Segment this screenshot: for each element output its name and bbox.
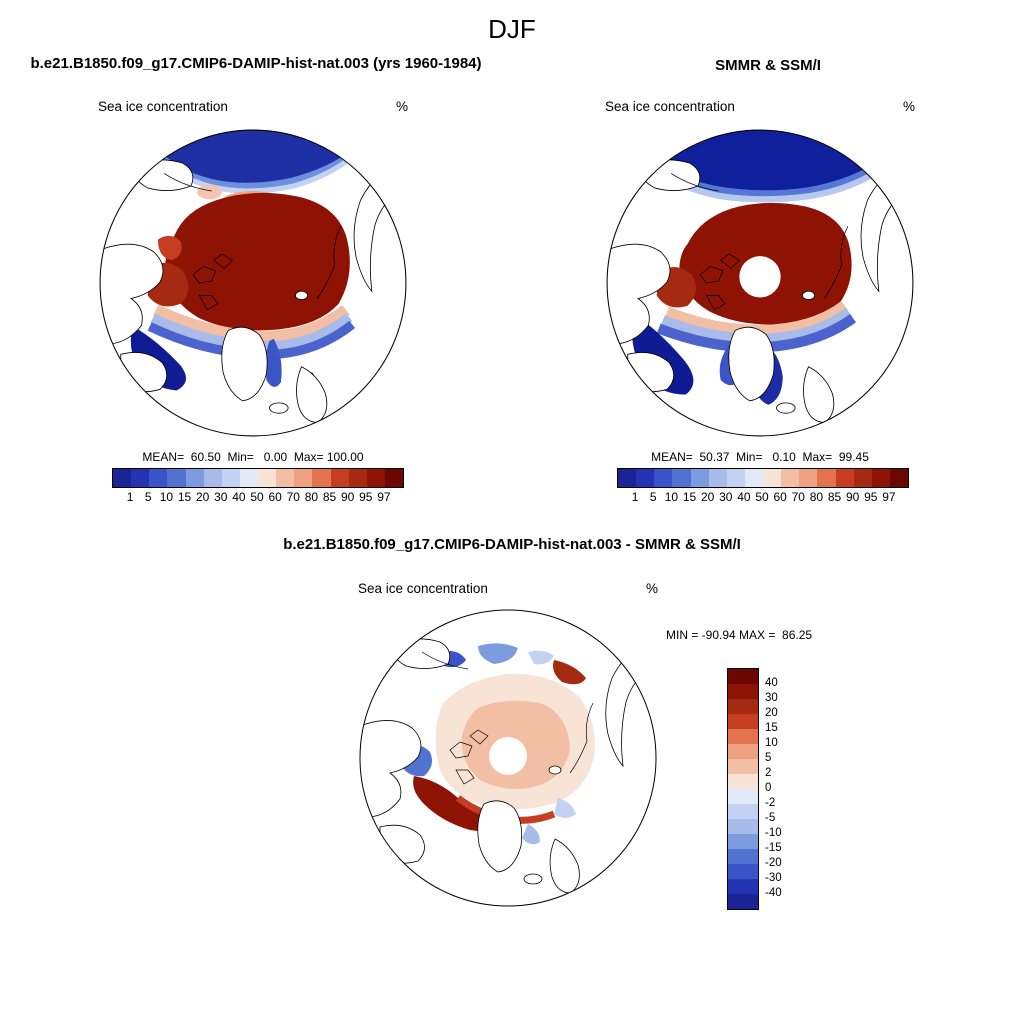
obs-map	[605, 128, 915, 438]
obs-panel-title: SMMR & SSM/I	[715, 57, 821, 74]
diff-colorbar	[727, 668, 759, 910]
model-units-label: %	[395, 99, 408, 114]
obs-field-label: Sea ice concentration	[605, 99, 735, 114]
model-colorbar	[112, 468, 404, 488]
diff-map	[358, 608, 658, 908]
model-field-label: Sea ice concentration	[98, 99, 228, 114]
pole-hole	[489, 737, 527, 775]
figure-title: DJF	[488, 14, 536, 44]
diff-field-label: Sea ice concentration	[358, 581, 488, 596]
model-map-svg	[99, 129, 407, 437]
obs-colorbar-ticks: 1 5 10 15 20 30 40 50 60 70 80 85 90 95 97	[631, 490, 896, 504]
obs-field-row: Sea ice concentration %	[605, 99, 915, 114]
diff-field-row: Sea ice concentration %	[358, 581, 658, 596]
obs-stats: MEAN= 50.37 Min= 0.10 Max= 99.45	[651, 450, 869, 464]
diff-colorbar-ticks: 40 30 20 15 10 5 2 0 -2 -5 -10 -15 -20 -30 -40	[765, 677, 782, 899]
diff-stats: MIN = -90.94 MAX = 86.25	[666, 628, 813, 642]
model-field-row: Sea ice concentration %	[98, 99, 408, 114]
obs-colorbar	[617, 468, 909, 488]
model-panel-title: b.e21.B1850.f09_g17.CMIP6-DAMIP-hist-nat…	[30, 55, 482, 72]
diff-panel-title: b.e21.B1850.f09_g17.CMIP6-DAMIP-hist-nat…	[283, 536, 741, 553]
diff-units-label: %	[645, 581, 658, 596]
obs-map-svg	[606, 129, 914, 437]
model-colorbar-ticks: 1 5 10 15 20 30 40 50 60 70 80 85 90 95 97	[126, 490, 391, 504]
diff-map-svg	[359, 609, 657, 907]
obs-units-label: %	[902, 99, 915, 114]
model-map	[98, 128, 408, 438]
model-stats: MEAN= 60.50 Min= 0.00 Max= 100.00	[142, 450, 364, 464]
pole-hole	[739, 256, 781, 298]
